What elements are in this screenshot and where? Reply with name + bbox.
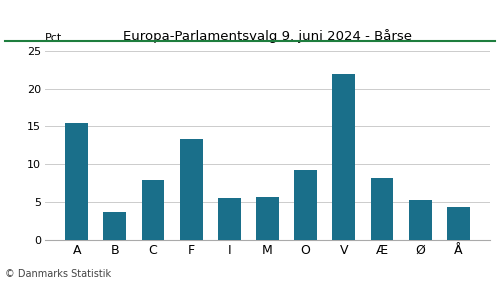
Title: Europa-Parlamentsvalg 9. juni 2024 - Bårse: Europa-Parlamentsvalg 9. juni 2024 - Bår… <box>123 29 412 43</box>
Bar <box>218 198 241 240</box>
Bar <box>370 178 394 240</box>
Bar <box>332 74 355 240</box>
Text: Pct.: Pct. <box>45 33 66 43</box>
Bar <box>104 212 126 240</box>
Bar <box>447 207 470 240</box>
Bar <box>142 180 165 240</box>
Text: © Danmarks Statistik: © Danmarks Statistik <box>5 269 111 279</box>
Bar <box>408 201 432 240</box>
Bar <box>294 170 317 240</box>
Bar <box>65 123 88 240</box>
Bar <box>180 139 203 240</box>
Bar <box>256 197 279 240</box>
